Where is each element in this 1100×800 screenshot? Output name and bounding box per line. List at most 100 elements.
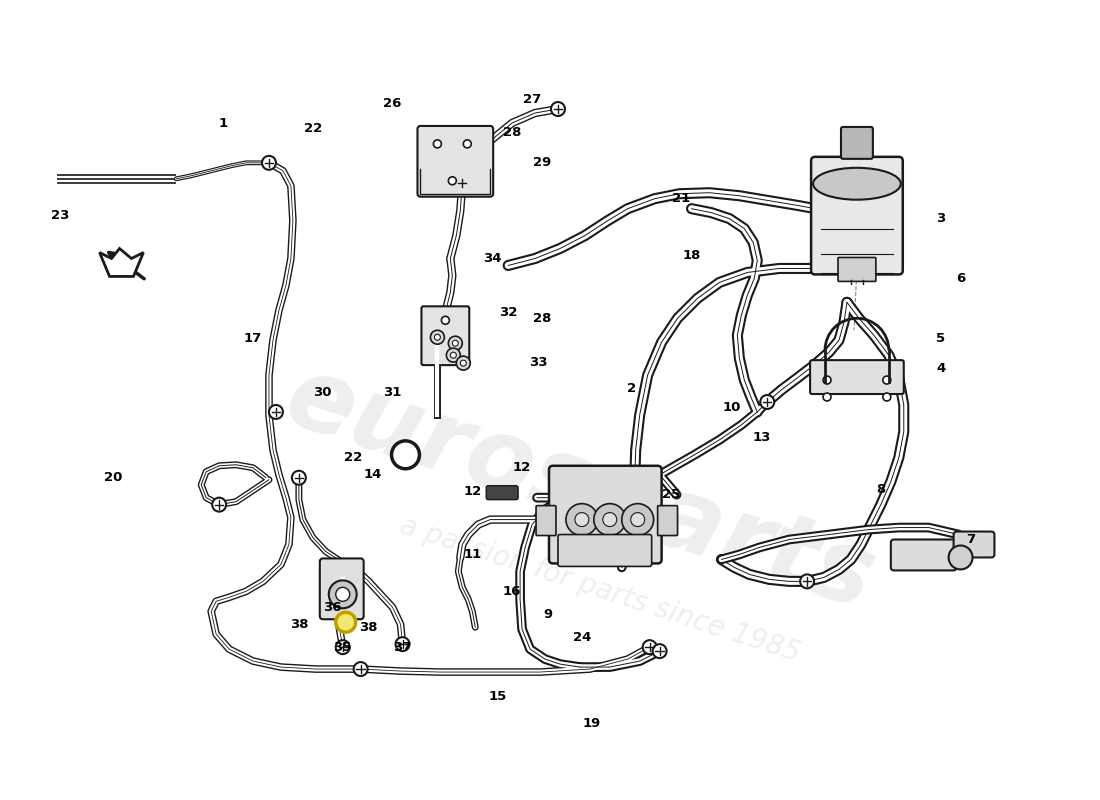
FancyBboxPatch shape [811, 157, 903, 274]
Text: 8: 8 [877, 483, 886, 496]
Circle shape [883, 376, 891, 384]
Circle shape [292, 470, 306, 485]
FancyBboxPatch shape [658, 506, 678, 535]
Circle shape [948, 546, 972, 570]
Text: 9: 9 [543, 608, 552, 621]
Circle shape [447, 348, 460, 362]
Text: 2: 2 [627, 382, 636, 394]
Circle shape [430, 330, 444, 344]
Text: 33: 33 [529, 356, 548, 369]
Text: 34: 34 [483, 252, 502, 265]
Text: 7: 7 [966, 533, 975, 546]
Text: 38: 38 [289, 618, 308, 630]
Text: 22: 22 [304, 122, 322, 135]
Circle shape [452, 340, 459, 346]
Circle shape [450, 352, 456, 358]
Text: 36: 36 [323, 601, 342, 614]
Text: a passion for parts since 1985: a passion for parts since 1985 [396, 511, 804, 667]
FancyBboxPatch shape [842, 127, 873, 159]
Circle shape [392, 441, 419, 469]
Circle shape [354, 662, 367, 676]
Text: 14: 14 [363, 468, 382, 482]
Circle shape [800, 574, 814, 588]
Text: 16: 16 [503, 585, 521, 598]
Circle shape [603, 513, 617, 526]
Circle shape [565, 504, 597, 535]
Text: 21: 21 [672, 192, 691, 206]
Text: 25: 25 [662, 488, 681, 501]
Circle shape [336, 612, 355, 632]
Text: 11: 11 [463, 548, 482, 561]
Circle shape [433, 140, 441, 148]
FancyBboxPatch shape [954, 531, 994, 558]
Circle shape [449, 177, 456, 185]
FancyBboxPatch shape [320, 558, 364, 619]
Circle shape [621, 504, 653, 535]
Circle shape [463, 140, 471, 148]
FancyBboxPatch shape [549, 466, 661, 563]
FancyBboxPatch shape [558, 534, 651, 566]
Circle shape [441, 316, 450, 324]
Text: 30: 30 [314, 386, 332, 398]
Text: 13: 13 [752, 431, 770, 444]
Circle shape [652, 644, 667, 658]
FancyBboxPatch shape [891, 539, 957, 570]
Circle shape [336, 587, 350, 602]
Text: 1: 1 [219, 118, 228, 130]
Text: 23: 23 [51, 209, 69, 222]
Circle shape [642, 640, 657, 654]
Circle shape [630, 513, 645, 526]
Circle shape [434, 334, 440, 340]
FancyBboxPatch shape [536, 506, 556, 535]
Circle shape [456, 356, 471, 370]
Text: 18: 18 [682, 249, 701, 262]
Text: 5: 5 [936, 332, 945, 345]
FancyBboxPatch shape [486, 486, 518, 500]
Text: 12: 12 [513, 462, 531, 474]
Circle shape [455, 176, 470, 190]
Text: 15: 15 [490, 690, 507, 703]
Circle shape [575, 513, 589, 526]
Circle shape [883, 393, 891, 401]
Text: 28: 28 [503, 126, 521, 139]
Ellipse shape [813, 168, 901, 200]
Circle shape [823, 376, 830, 384]
Text: 17: 17 [244, 332, 262, 345]
Circle shape [336, 640, 350, 654]
Text: 29: 29 [532, 156, 551, 170]
Text: 12: 12 [463, 485, 482, 498]
Circle shape [262, 156, 276, 170]
Text: 19: 19 [583, 718, 601, 730]
Text: 37: 37 [394, 641, 411, 654]
FancyBboxPatch shape [418, 126, 493, 197]
Text: 24: 24 [573, 630, 591, 644]
Text: 26: 26 [384, 97, 402, 110]
Text: 38: 38 [360, 621, 378, 634]
Circle shape [212, 498, 227, 512]
Circle shape [760, 395, 774, 409]
FancyBboxPatch shape [838, 258, 876, 282]
FancyBboxPatch shape [421, 306, 470, 365]
Text: 27: 27 [522, 93, 541, 106]
Circle shape [460, 360, 466, 366]
Circle shape [652, 490, 661, 498]
Circle shape [594, 504, 626, 535]
Circle shape [270, 405, 283, 419]
Circle shape [449, 336, 462, 350]
Circle shape [823, 393, 830, 401]
FancyBboxPatch shape [810, 360, 904, 394]
Text: 10: 10 [723, 402, 740, 414]
Text: 35: 35 [333, 641, 352, 654]
Circle shape [396, 637, 409, 651]
Polygon shape [100, 249, 143, 277]
Text: 32: 32 [499, 306, 517, 319]
Text: 6: 6 [956, 272, 965, 285]
Text: 3: 3 [936, 212, 945, 225]
Text: 20: 20 [104, 471, 123, 484]
Circle shape [329, 580, 356, 608]
Text: 4: 4 [936, 362, 945, 374]
Circle shape [551, 102, 565, 116]
Text: eurosparts: eurosparts [274, 349, 887, 630]
Text: 28: 28 [532, 312, 551, 325]
Circle shape [554, 474, 582, 502]
